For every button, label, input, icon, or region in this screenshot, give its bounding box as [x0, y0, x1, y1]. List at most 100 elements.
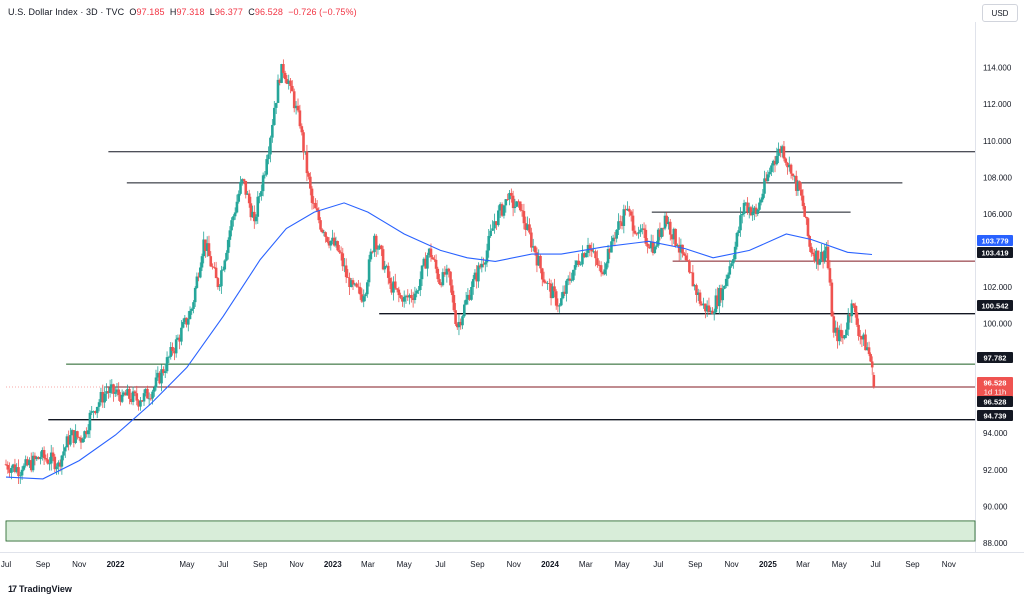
candle-body — [223, 260, 227, 270]
candle-body — [69, 435, 72, 445]
candle-body — [751, 212, 754, 216]
price-label-text: 103.419 — [981, 249, 1008, 258]
candle-body — [207, 243, 211, 257]
candle-body — [395, 288, 399, 290]
candle-body — [613, 237, 617, 239]
tradingview-logo[interactable]: 17 TradingView — [8, 584, 72, 594]
candle-body — [808, 235, 811, 247]
currency-button[interactable]: USD — [982, 4, 1018, 22]
candle-body — [780, 146, 784, 153]
candle-body — [548, 283, 551, 284]
candle-body — [853, 305, 857, 313]
candle-body — [404, 295, 408, 297]
candle-body — [240, 179, 244, 182]
candle-body — [473, 272, 477, 280]
candle-body — [343, 265, 346, 267]
x-axis-tick-label: Sep — [36, 560, 51, 569]
candle-body — [13, 464, 17, 472]
candle-body — [141, 400, 144, 402]
candle-body — [565, 280, 568, 294]
candle-body — [424, 258, 427, 269]
candle-body — [491, 228, 494, 231]
candle-body — [504, 199, 508, 206]
candle-body — [147, 398, 151, 400]
candle-body — [176, 337, 180, 340]
candle-body — [434, 259, 438, 269]
candle-body — [447, 268, 451, 272]
candle-body — [599, 265, 603, 273]
candle-body — [401, 297, 404, 302]
candle-body — [63, 447, 67, 452]
candle-body — [6, 464, 10, 470]
x-axis-tick-label: Mar — [579, 560, 593, 569]
candle-body — [579, 264, 582, 266]
candle-body — [828, 268, 832, 283]
candle-body — [258, 195, 261, 197]
candle-body — [142, 393, 146, 402]
candle-body — [718, 288, 721, 307]
candle-body — [48, 463, 51, 465]
candle-body — [55, 466, 58, 470]
candle-body — [617, 221, 620, 230]
candle-body — [858, 335, 862, 337]
price-label-line — [977, 300, 1013, 311]
candle-body — [178, 337, 181, 342]
candle-body — [244, 180, 248, 195]
candle-body — [195, 276, 199, 288]
candle-body — [17, 467, 20, 477]
candle-body — [233, 212, 237, 217]
candle-body — [180, 327, 183, 342]
candle-body — [365, 282, 369, 295]
x-axis-tick-label: 2022 — [107, 560, 125, 569]
candle-body — [570, 280, 573, 281]
candle-body — [815, 250, 818, 262]
candle-body — [470, 287, 473, 300]
candle-body — [724, 278, 728, 286]
candle-body — [381, 249, 385, 270]
candle-body — [714, 295, 718, 313]
y-axis-tick-label: 110.000 — [983, 137, 1012, 146]
price-label-countdown: 1d 11h — [984, 388, 1006, 397]
candle-body — [511, 195, 515, 209]
candle-body — [764, 178, 768, 181]
candle-body — [402, 296, 406, 302]
candle-body — [754, 207, 758, 214]
candle-body — [251, 211, 254, 218]
candle-body — [513, 206, 517, 209]
x-axis-tick-label: Nov — [289, 560, 303, 569]
candle-body — [349, 280, 353, 287]
candle-body — [204, 239, 207, 251]
candle-body — [682, 253, 686, 256]
candle-body — [357, 286, 360, 288]
candle-body — [338, 250, 341, 253]
price-label-dark — [977, 396, 1013, 407]
candle-body — [615, 229, 618, 239]
candle-body — [397, 289, 401, 296]
price-label-line — [977, 410, 1013, 421]
candle-body — [681, 244, 684, 254]
candle-body — [449, 271, 452, 286]
open-value: 97.185 — [136, 7, 165, 17]
candle-body — [433, 259, 436, 261]
candle-body — [679, 244, 683, 253]
candle-body — [163, 371, 167, 373]
candle-body — [209, 256, 213, 267]
candle-body — [810, 246, 813, 253]
candle-body — [611, 237, 615, 242]
candle-body — [90, 411, 94, 413]
candle-body — [546, 283, 549, 284]
candle-body — [232, 216, 235, 221]
candle-body — [53, 456, 57, 470]
candle-body — [520, 210, 524, 212]
candle-body — [197, 276, 200, 278]
x-axis-tick-label: 2024 — [541, 560, 559, 569]
tradingview-mark-icon: 17 — [8, 584, 17, 594]
candle-body — [455, 324, 459, 328]
candle-body — [793, 175, 796, 177]
candle-body — [677, 244, 681, 253]
candle-body — [805, 216, 808, 219]
top-strip — [0, 0, 1024, 4]
candle-body — [590, 248, 594, 252]
candle-body — [160, 369, 163, 384]
